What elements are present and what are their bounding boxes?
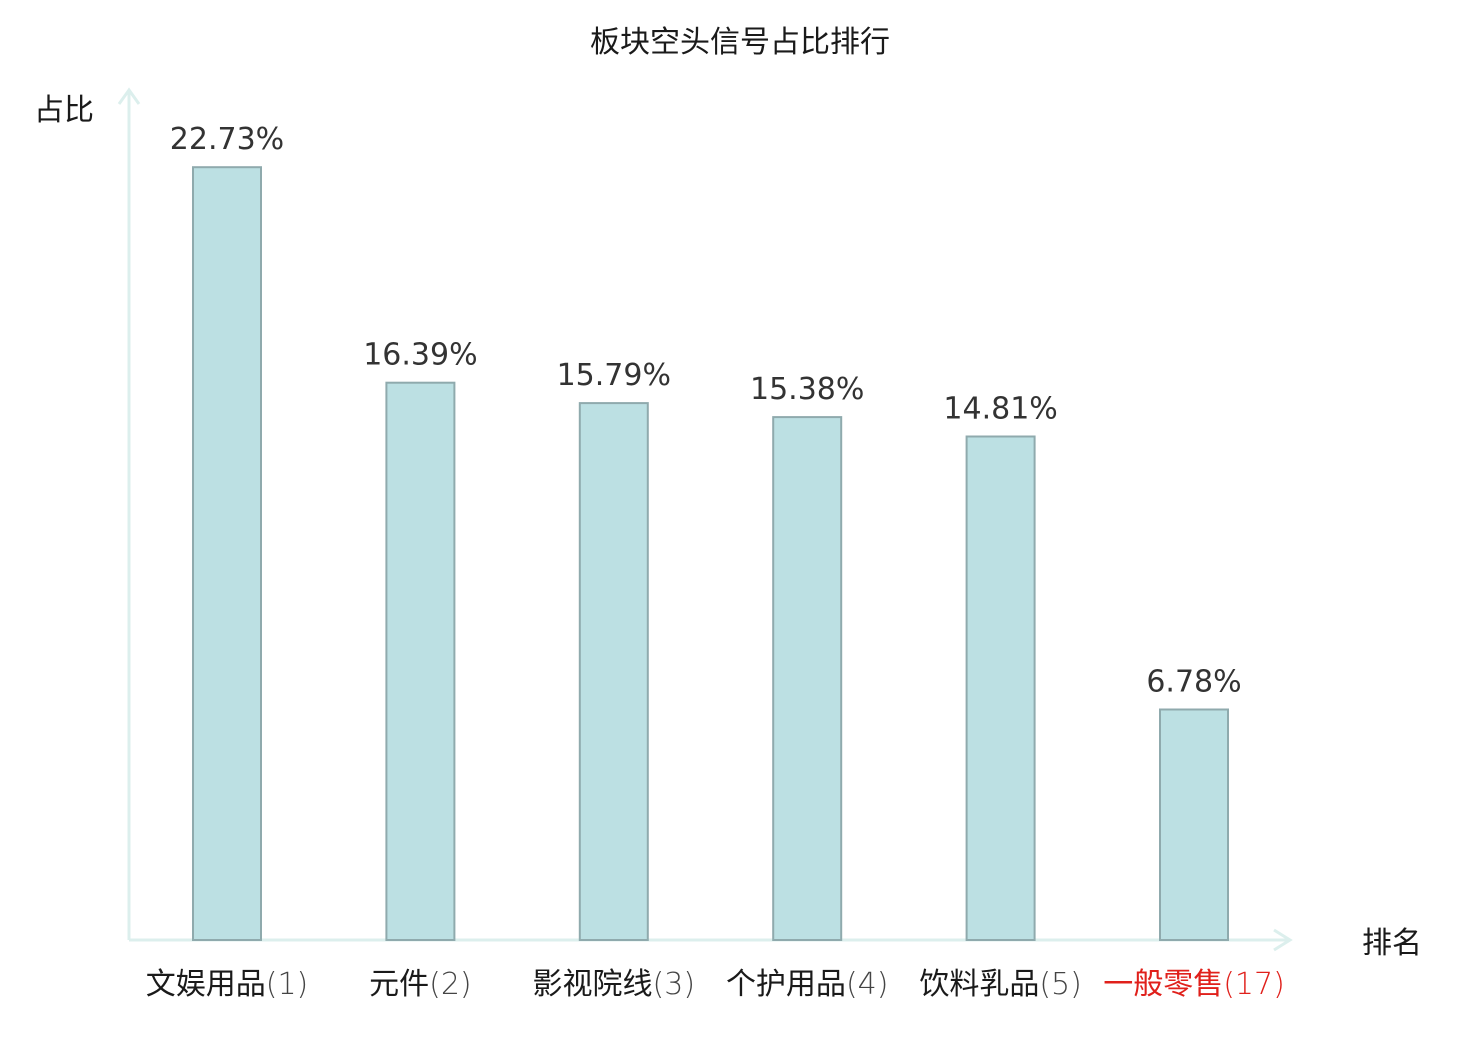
category-rank-3: (3) xyxy=(653,967,696,1002)
bar-4 xyxy=(772,416,843,942)
category-label-4: 个护用品(4) xyxy=(726,967,889,1002)
bar-5 xyxy=(965,435,1036,941)
value-label-6: 6.78% xyxy=(1146,665,1241,700)
category-name-4: 个护用品 xyxy=(726,967,846,1002)
category-rank-4: (4) xyxy=(846,967,889,1002)
category-name-1: 文娱用品 xyxy=(146,967,266,1002)
bar-1 xyxy=(192,166,262,941)
category-label-3: 影视院线(3) xyxy=(533,967,696,1002)
category-rank-5: (5) xyxy=(1039,967,1082,1002)
value-label-3: 15.79% xyxy=(557,358,671,393)
category-label-5: 饮料乳品(5) xyxy=(919,967,1082,1002)
value-labels-group: 22.73% 16.39% 15.79% 15.38% 14.81% 6.78% xyxy=(170,122,1242,699)
category-rank-1: (1) xyxy=(266,967,309,1002)
bar-2 xyxy=(385,381,456,941)
y-axis-label: 占比 xyxy=(34,93,94,128)
category-name-6: 一般零售 xyxy=(1103,967,1223,1002)
value-label-5: 14.81% xyxy=(943,392,1057,427)
bar-6 xyxy=(1159,708,1229,941)
x-axis-arrow xyxy=(1273,928,1293,952)
value-label-1: 22.73% xyxy=(170,122,284,157)
bars-group xyxy=(192,166,1229,942)
category-name-3: 影视院线 xyxy=(533,967,653,1002)
y-axis-arrow xyxy=(117,87,141,105)
category-label-6: 一般零售(17) xyxy=(1103,967,1285,1002)
chart-title: 板块空头信号占比排行 xyxy=(590,25,890,60)
category-label-1: 文娱用品(1) xyxy=(146,967,309,1002)
category-name-2: 元件 xyxy=(369,967,429,1002)
value-label-4: 15.38% xyxy=(750,372,864,407)
category-label-2: 元件(2) xyxy=(369,967,472,1002)
bar-3 xyxy=(578,402,649,942)
category-name-5: 饮料乳品 xyxy=(919,967,1039,1002)
value-label-2: 16.39% xyxy=(363,338,477,373)
category-rank-2: (2) xyxy=(429,967,472,1002)
category-rank-6: (17) xyxy=(1223,967,1285,1002)
x-axis-label: 排名 xyxy=(1362,926,1422,961)
category-labels-group: 文娱用品(1) 元件(2) 影视院线(3) 个护用品(4) 饮料乳品(5) 一般零售(17… xyxy=(146,967,1285,1002)
